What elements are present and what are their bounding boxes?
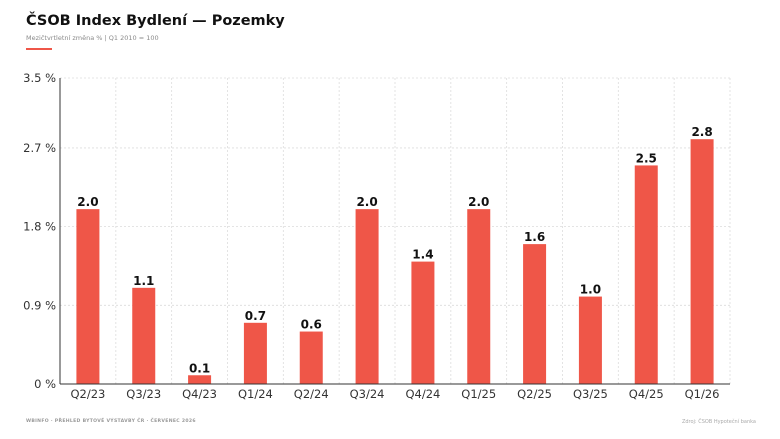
x-tick-label: Q2/24 [294,387,329,401]
bar [76,209,100,384]
x-tick-label: Q4/24 [405,387,440,401]
footer-publication: WBINFO · PŘEHLED BYTOVÉ VÝSTAVBY ČR · ČE… [26,419,196,424]
bar-value-label: 1.1 [133,274,154,288]
bar [578,296,602,384]
bar-value-label: 0.6 [301,318,322,332]
bar-value-label: 1.6 [524,230,545,244]
x-tick-label: Q1/24 [238,387,273,401]
x-tick-label: Q4/23 [182,387,217,401]
x-tick-label: Q2/25 [517,387,552,401]
bar-value-label: 1.4 [412,248,433,262]
x-tick-label: Q3/23 [126,387,161,401]
chart-subtitle: Mezičtvrtletní změna % | Q1 2010 = 100 [26,34,159,42]
y-tick-label: 1.8 % [23,220,56,234]
bar [467,209,491,384]
chart-title: ČSOB Index Bydlení — Pozemky [26,13,285,29]
y-tick-label: 0 % [34,377,56,391]
y-tick-label: 3.5 % [23,71,56,85]
bar-value-label: 2.0 [356,195,377,209]
y-tick-label: 0.9 % [23,298,56,312]
title-accent-line [26,48,52,50]
x-tick-label: Q2/23 [70,387,105,401]
bar-value-label: 2.5 [636,151,657,165]
bar [523,244,547,384]
bar [299,331,323,384]
bar [132,287,156,384]
x-tick-label: Q3/25 [573,387,608,401]
bar [243,322,267,384]
x-tick-label: Q1/25 [461,387,496,401]
bar-value-label: 0.7 [245,309,266,323]
bar-value-label: 2.0 [468,195,489,209]
x-tick-label: Q4/25 [629,387,664,401]
bar [355,209,379,384]
x-tick-label: Q1/26 [685,387,720,401]
y-tick-label: 2.7 % [23,141,56,155]
bar-value-label: 1.0 [580,283,601,297]
bar [690,139,714,384]
bar [411,261,435,384]
bar-value-label: 0.1 [189,361,210,375]
bar-value-label: 2.8 [691,125,712,139]
bar-value-label: 2.0 [77,195,98,209]
x-tick-label: Q3/24 [350,387,385,401]
bar [634,165,658,384]
footer-source: Zdroj: ČSOB Hypoteční banka [681,419,756,425]
bar [188,375,212,384]
